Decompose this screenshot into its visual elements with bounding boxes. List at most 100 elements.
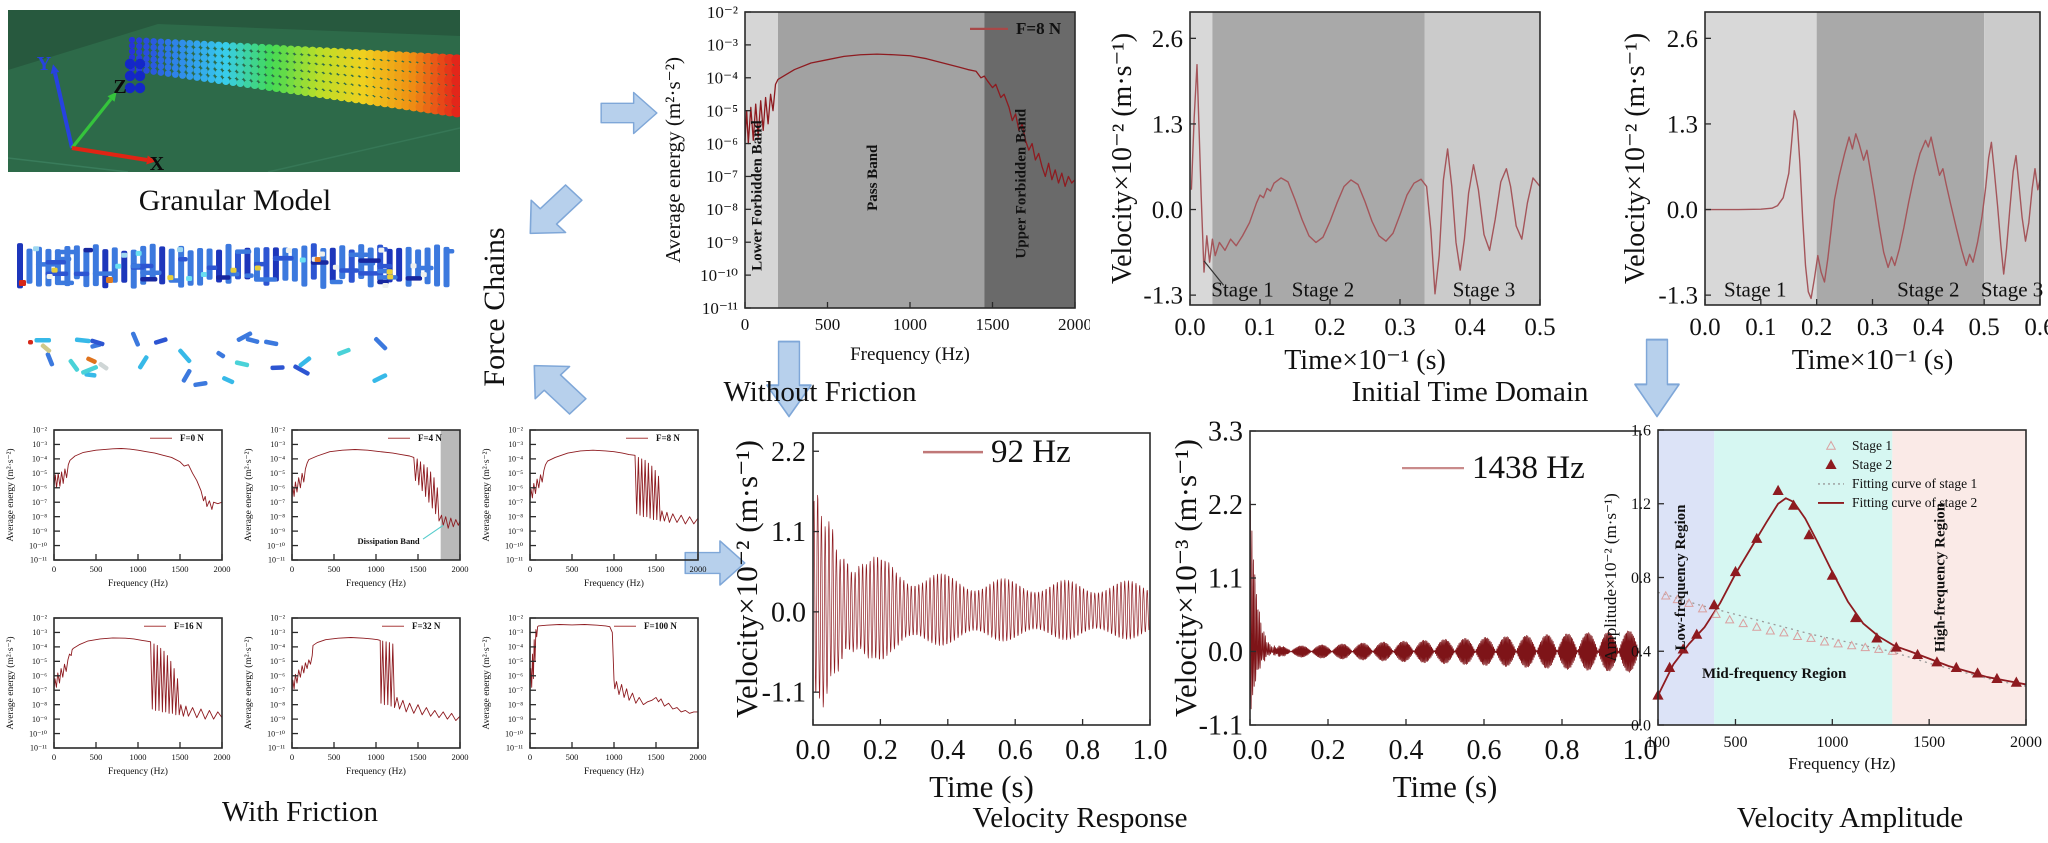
svg-text:10⁻⁹: 10⁻⁹ [32, 527, 47, 536]
svg-text:10⁻⁹: 10⁻⁹ [508, 715, 523, 724]
svg-text:500: 500 [815, 315, 841, 334]
svg-text:10⁻¹¹: 10⁻¹¹ [702, 299, 738, 318]
granular-model-image: Y Z X [7, 10, 463, 177]
svg-text:F=100 N: F=100 N [644, 621, 677, 631]
svg-text:10⁻⁷: 10⁻⁷ [508, 686, 523, 695]
svg-text:1500: 1500 [410, 752, 427, 762]
chart-friction-f16: 0 500 1000 1500 2000 Frequency (Hz) 10⁻² 10⁻³ 10… [2, 602, 238, 797]
svg-text:-1.3: -1.3 [1658, 283, 1698, 310]
svg-text:10⁻¹¹: 10⁻¹¹ [506, 744, 524, 753]
svg-text:10⁻¹⁰: 10⁻¹⁰ [700, 266, 738, 285]
svg-text:10⁻⁷: 10⁻⁷ [706, 167, 738, 186]
svg-text:0.0: 0.0 [1631, 717, 1651, 734]
svg-text:Low-frequency Region: Low-frequency Region [1673, 504, 1689, 651]
svg-text:10⁻¹⁰: 10⁻¹⁰ [267, 729, 285, 738]
svg-text:1500: 1500 [648, 752, 665, 762]
svg-text:Average energy (m²·s⁻²): Average energy (m²·s⁻²) [243, 448, 254, 541]
svg-text:Average energy (m²·s⁻²): Average energy (m²·s⁻²) [661, 57, 685, 263]
svg-text:1000: 1000 [606, 752, 623, 762]
chart-velocity-response-1438hz: 0.0 0.2 0.4 0.6 0.8 1.0 Time (s) 3.3 2.2 1.1 0.0 -1… [1168, 400, 1662, 843]
svg-text:F=0 N: F=0 N [180, 433, 204, 443]
svg-text:10⁻⁶: 10⁻⁶ [508, 483, 523, 492]
svg-text:0.2: 0.2 [1311, 735, 1346, 766]
svg-text:10⁻⁶: 10⁻⁶ [270, 671, 285, 680]
chart-velocity-response-92hz: 0.0 0.2 0.4 0.6 0.8 1.0 Time (s) 2.2 1.1 0.0 -1.1 V… [729, 400, 1203, 843]
svg-text:0.1: 0.1 [1244, 314, 1275, 341]
svg-text:10⁻⁸: 10⁻⁸ [270, 512, 285, 521]
svg-text:Velocity×10⁻² (m·s⁻¹): Velocity×10⁻² (m·s⁻¹) [1107, 33, 1138, 284]
svg-text:Frequency (Hz): Frequency (Hz) [346, 766, 406, 777]
svg-text:500: 500 [328, 564, 341, 574]
svg-text:Stage 2: Stage 2 [1292, 277, 1354, 301]
svg-text:500: 500 [566, 564, 579, 574]
svg-text:10⁻³: 10⁻³ [270, 628, 285, 637]
svg-text:Frequency (Hz): Frequency (Hz) [346, 578, 406, 589]
svg-text:2000: 2000 [214, 564, 231, 574]
svg-text:F=4 N: F=4 N [418, 433, 442, 443]
svg-text:10⁻²: 10⁻² [270, 614, 285, 623]
svg-text:10⁻⁸: 10⁻⁸ [706, 200, 738, 219]
svg-text:10⁻²: 10⁻² [508, 614, 523, 623]
svg-text:Upper Forbidden Band: Upper Forbidden Band [1014, 108, 1030, 258]
svg-text:0.8: 0.8 [1631, 570, 1651, 587]
force-chains-sparse-image [14, 330, 456, 401]
svg-text:500: 500 [90, 564, 103, 574]
svg-text:Time (s): Time (s) [929, 769, 1034, 804]
svg-text:Time×10⁻¹ (s): Time×10⁻¹ (s) [1284, 345, 1446, 376]
svg-text:2000: 2000 [1058, 315, 1090, 334]
svg-text:10⁻¹¹: 10⁻¹¹ [30, 744, 48, 753]
svg-text:10⁻²: 10⁻² [508, 426, 523, 435]
svg-text:Frequency (Hz): Frequency (Hz) [850, 344, 970, 365]
arrow-model-to-chains [520, 183, 584, 248]
svg-text:F=32 N: F=32 N [412, 621, 441, 631]
chart-energy-without-friction: Lower Forbidden Band Pass Band Upper Forbi… [650, 0, 1092, 405]
svg-text:0.2: 0.2 [1314, 314, 1345, 341]
svg-text:10⁻⁴: 10⁻⁴ [508, 643, 523, 652]
svg-text:10⁻¹⁰: 10⁻¹⁰ [29, 729, 47, 738]
svg-text:1.3: 1.3 [1152, 111, 1183, 138]
svg-text:Fitting curve of stage 1: Fitting curve of stage 1 [1852, 476, 1977, 491]
svg-text:2000: 2000 [2010, 734, 2042, 751]
svg-text:-1.3: -1.3 [1143, 283, 1183, 310]
svg-text:0.5: 0.5 [1524, 314, 1555, 341]
svg-text:500: 500 [566, 752, 579, 762]
svg-text:2000: 2000 [690, 564, 707, 574]
svg-text:10⁻³: 10⁻³ [707, 36, 738, 55]
svg-text:92 Hz: 92 Hz [991, 434, 1071, 470]
svg-text:10⁻⁹: 10⁻⁹ [270, 715, 285, 724]
svg-text:0: 0 [528, 564, 532, 574]
svg-text:Lower Forbidden Band: Lower Forbidden Band [750, 120, 766, 271]
svg-text:0.0: 0.0 [1152, 197, 1183, 224]
svg-text:High-frequency Region: High-frequency Region [1933, 502, 1949, 652]
svg-text:0.1: 0.1 [1745, 314, 1776, 341]
svg-text:Frequency (Hz): Frequency (Hz) [108, 578, 168, 589]
svg-text:10⁻⁴: 10⁻⁴ [508, 455, 523, 464]
svg-text:0.4: 0.4 [1631, 644, 1651, 661]
svg-text:Time×10⁻¹ (s): Time×10⁻¹ (s) [1792, 345, 1954, 376]
chart-initial-time-domain-2: 0.0 0.1 0.2 0.3 0.4 0.5 0.6 Time×10⁻¹ (s) 2.6 1.3… [1618, 0, 2048, 405]
chart-initial-time-domain-1: 0.0 0.1 0.2 0.3 0.4 0.5 Time×10⁻¹ (s) 2.6 1.3 0.0… [1105, 0, 1556, 405]
svg-text:Average energy (m²·s⁻²): Average energy (m²·s⁻²) [481, 448, 492, 541]
svg-text:Velocity×10⁻² (m·s⁻¹): Velocity×10⁻² (m·s⁻¹) [1620, 33, 1651, 284]
chart-friction-f100: 0 500 1000 1500 2000 Frequency (Hz) 10⁻² 10⁻³ 10… [478, 602, 714, 797]
svg-text:1.1: 1.1 [771, 517, 806, 548]
svg-text:0: 0 [528, 752, 532, 762]
svg-text:10⁻⁷: 10⁻⁷ [32, 686, 47, 695]
svg-text:0.4: 0.4 [1913, 314, 1945, 341]
svg-text:0: 0 [52, 564, 56, 574]
svg-text:2.6: 2.6 [1152, 26, 1183, 53]
svg-text:0.6: 0.6 [1467, 735, 1502, 766]
svg-text:0.8: 0.8 [1065, 735, 1100, 766]
svg-text:1.2: 1.2 [1631, 496, 1651, 513]
svg-text:10⁻⁵: 10⁻⁵ [706, 101, 738, 120]
svg-text:Average energy (m²·s⁻²): Average energy (m²·s⁻²) [5, 636, 16, 729]
svg-text:10⁻⁵: 10⁻⁵ [508, 469, 523, 478]
svg-text:-1.1: -1.1 [1199, 711, 1243, 742]
chart-friction-f32: 0 500 1000 1500 2000 Frequency (Hz) 10⁻² 10⁻³ 10… [240, 602, 476, 797]
svg-text:Pass Band: Pass Band [865, 144, 881, 211]
svg-text:2000: 2000 [452, 752, 469, 762]
svg-text:0.0: 0.0 [1689, 314, 1720, 341]
svg-text:2000: 2000 [690, 752, 707, 762]
caption-granular-model: Granular Model [138, 184, 332, 217]
